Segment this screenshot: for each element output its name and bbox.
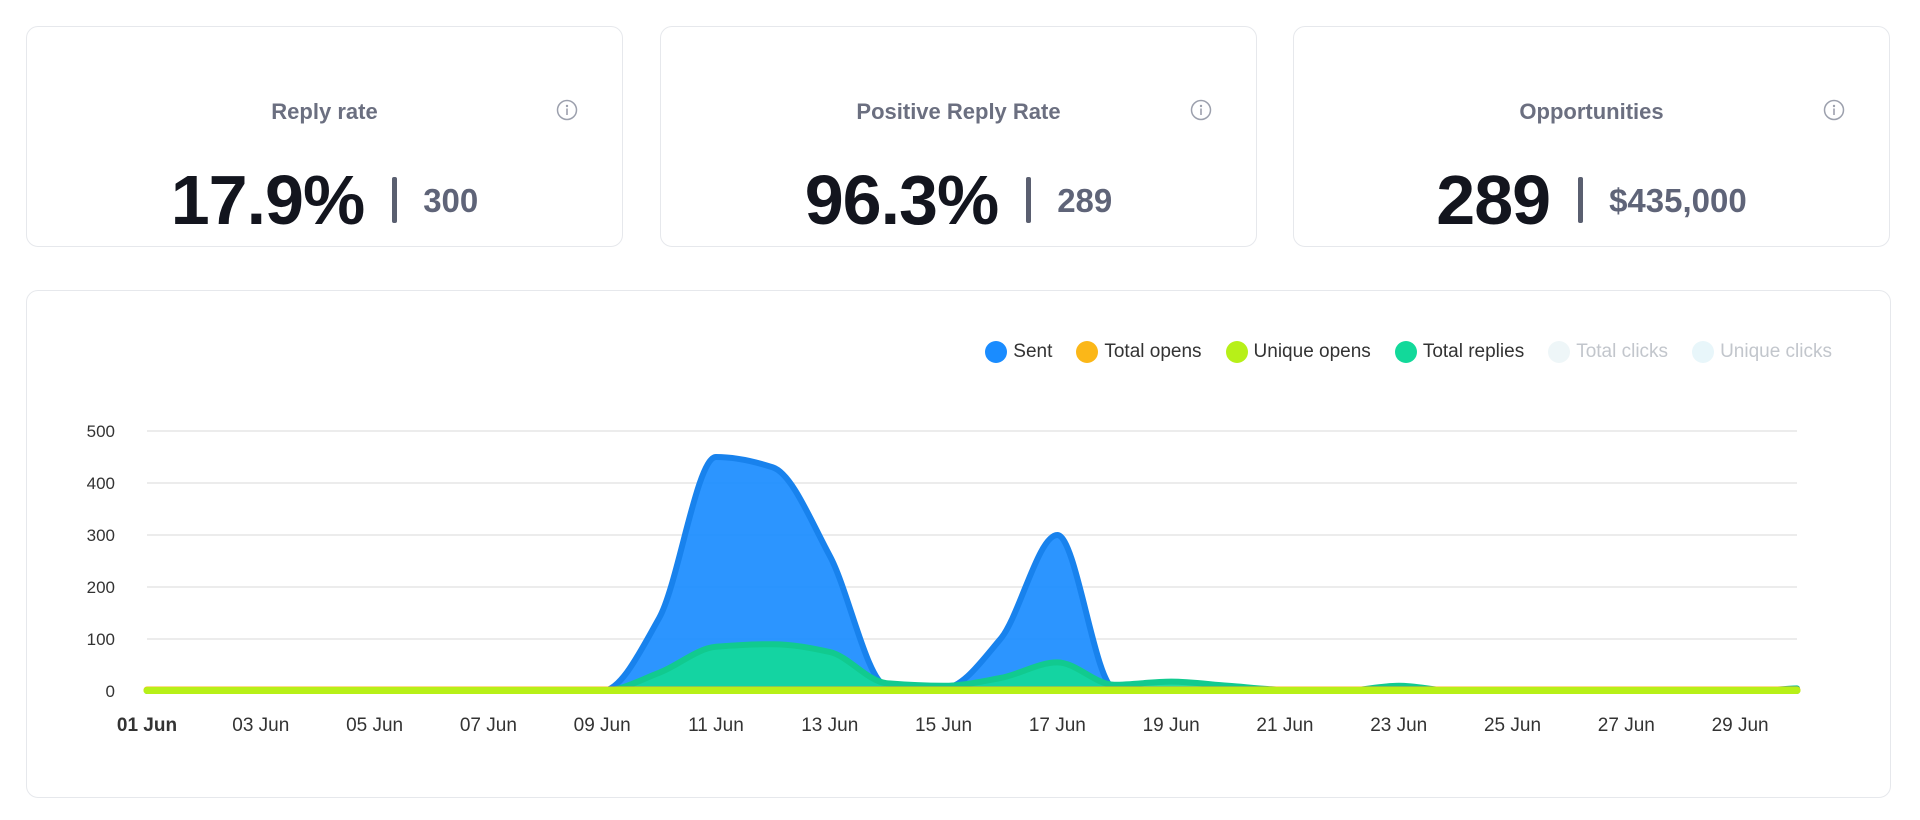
stat-sub-value: 289 bbox=[1057, 181, 1113, 219]
legend-dot bbox=[1076, 341, 1099, 363]
y-tick-label: 200 bbox=[87, 578, 115, 597]
stat-sub-value: $435,000 bbox=[1609, 181, 1747, 219]
x-tick-label: 03 Jun bbox=[232, 715, 289, 736]
x-tick-label: 19 Jun bbox=[1143, 715, 1200, 736]
activity-chart-card: 0 100 200 300 400 500 01 Jun 03 Jun 05 Jun 07 Jun… bbox=[26, 290, 1891, 798]
x-tick-label: 23 Jun bbox=[1370, 715, 1427, 736]
stat-values: 17.9% 300 bbox=[27, 165, 622, 235]
legend-label: Unique clicks bbox=[1720, 341, 1832, 362]
y-tick-label: 0 bbox=[106, 682, 115, 701]
x-tick-label: 21 Jun bbox=[1256, 715, 1313, 736]
legend-label: Total clicks bbox=[1576, 341, 1669, 362]
x-tick-label: 29 Jun bbox=[1712, 715, 1769, 736]
chart-legend: Sent Total opens Unique opens Total repl… bbox=[961, 341, 1832, 363]
stat-values: 289 $435,000 bbox=[1294, 165, 1889, 235]
stat-main-value: 96.3% bbox=[804, 161, 999, 239]
x-tick-label: 07 Jun bbox=[460, 715, 517, 736]
x-tick-label: 05 Jun bbox=[346, 715, 403, 736]
legend-label: Total opens bbox=[1104, 341, 1202, 362]
x-tick-label: 27 Jun bbox=[1598, 715, 1655, 736]
stat-values: 96.3% 289 bbox=[661, 165, 1256, 235]
info-icon[interactable] bbox=[556, 99, 578, 121]
x-tick-label: 25 Jun bbox=[1484, 715, 1541, 736]
stat-separator bbox=[1026, 177, 1032, 223]
legend-dot bbox=[985, 341, 1008, 363]
legend-item-unique-opens[interactable]: Unique opens bbox=[1225, 341, 1371, 363]
stat-sub-value: 300 bbox=[423, 181, 479, 219]
legend-label: Unique opens bbox=[1253, 341, 1371, 362]
legend-item-total-opens[interactable]: Total opens bbox=[1076, 341, 1202, 363]
info-icon[interactable] bbox=[1190, 99, 1212, 121]
stat-main-value: 289 bbox=[1436, 161, 1551, 239]
activity-chart: 0 100 200 300 400 500 01 Jun 03 Jun 05 Jun 07 Jun… bbox=[87, 422, 1801, 736]
x-tick-label: 13 Jun bbox=[801, 715, 858, 736]
y-tick-label: 400 bbox=[87, 474, 115, 493]
stat-main-value: 17.9% bbox=[170, 161, 365, 239]
legend-item-total-clicks[interactable]: Total clicks bbox=[1548, 341, 1668, 363]
reply-rate-card: Reply rate 17.9% 300 bbox=[26, 26, 623, 247]
stat-separator bbox=[1578, 177, 1584, 223]
legend-dot bbox=[1548, 341, 1571, 363]
opportunities-card: Opportunities 289 $435,000 bbox=[1293, 26, 1890, 247]
x-tick-label: 01 Jun bbox=[117, 715, 177, 736]
legend-label: Sent bbox=[1013, 341, 1053, 362]
info-icon[interactable] bbox=[1823, 99, 1845, 121]
y-tick-label: 300 bbox=[87, 526, 115, 545]
legend-item-sent[interactable]: Sent bbox=[985, 341, 1052, 363]
y-tick-label: 500 bbox=[87, 422, 115, 441]
legend-label: Total replies bbox=[1422, 341, 1525, 362]
legend-dot bbox=[1394, 341, 1417, 363]
card-title: Reply rate bbox=[271, 99, 378, 124]
legend-item-unique-clicks[interactable]: Unique clicks bbox=[1692, 341, 1832, 363]
x-tick-label: 09 Jun bbox=[574, 715, 631, 736]
legend-dot bbox=[1692, 341, 1715, 363]
legend-dot bbox=[1225, 341, 1248, 363]
card-title: Opportunities bbox=[1519, 99, 1664, 124]
x-tick-label: 17 Jun bbox=[1029, 715, 1086, 736]
positive-reply-rate-card: Positive Reply Rate 96.3% 289 bbox=[660, 26, 1257, 247]
stat-separator bbox=[392, 177, 398, 223]
y-tick-label: 100 bbox=[87, 630, 115, 649]
x-tick-label: 11 Jun bbox=[688, 715, 744, 736]
series-line-total-replies bbox=[144, 641, 1800, 694]
x-tick-label: 15 Jun bbox=[915, 715, 972, 736]
legend-item-total-replies[interactable]: Total replies bbox=[1394, 341, 1525, 363]
series-line-sent bbox=[144, 454, 1800, 694]
card-title: Positive Reply Rate bbox=[856, 99, 1061, 124]
series-area-sent bbox=[147, 457, 1797, 691]
